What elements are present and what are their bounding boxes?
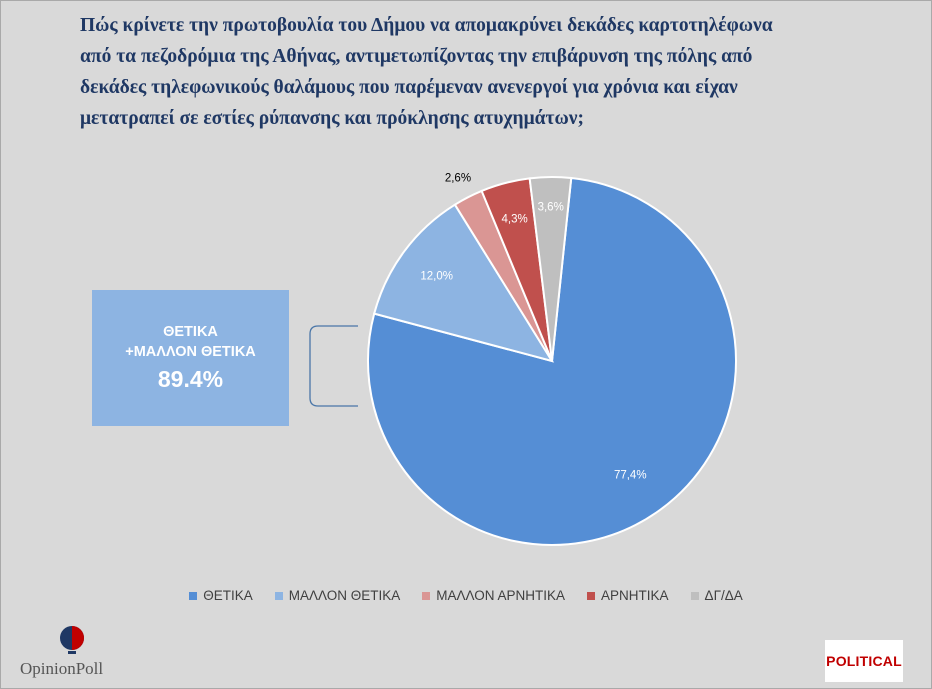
pie-data-label: 77,4% <box>614 470 647 482</box>
legend-label: ΑΡΝΗΤΙΚΑ <box>601 588 669 603</box>
pie-slice <box>372 203 555 363</box>
legend-label: ΔΓ/ΔΑ <box>704 588 743 603</box>
callout-bracket <box>309 325 358 407</box>
political-logo-text: POLITICAL <box>826 653 902 669</box>
opinionpoll-logo: OpinionPoll <box>14 624 114 680</box>
legend-swatch <box>587 591 596 600</box>
legend-label: ΘΕΤΙΚΑ <box>203 588 253 603</box>
pie-data-label: 3,6% <box>538 201 564 213</box>
legend-item: ΜΑΛΛΟΝ ΑΡΝΗΤΙΚΑ <box>422 588 565 603</box>
legend-label: ΜΑΛΛΟΝ ΑΡΝΗΤΙΚΑ <box>436 588 566 603</box>
legend-swatch <box>189 591 198 600</box>
title-line: από τα πεζοδρόμια της Αθήνας, αντιμετωπί… <box>80 46 753 67</box>
title-line: δεκάδες τηλεφωνικούς θαλάμους που παρέμε… <box>80 77 738 98</box>
callout-value: 89.4% <box>157 366 224 392</box>
chart-legend: ΘΕΤΙΚΑ ΜΑΛΛΟΝ ΘΕΤΙΚΑ ΜΑΛΛΟΝ ΑΡΝΗΤΙΚΑ ΑΡΝΗΤΙ… <box>0 588 932 603</box>
legend-item: ΘΕΤΙΚΑ <box>189 588 253 603</box>
legend-item: ΔΓ/ΔΑ <box>690 588 743 603</box>
title-line: μετατραπεί σε εστίες ρύπανσης και πρόκλη… <box>80 108 584 129</box>
opinionpoll-logo-icon <box>60 626 84 654</box>
legend-item: ΑΡΝΗΤΙΚΑ <box>587 588 669 603</box>
callout-line1: ΘΕΤΙΚΑ <box>163 324 218 340</box>
pie-slice <box>528 176 573 362</box>
opinionpoll-logo-text: OpinionPoll <box>20 659 104 678</box>
political-logo: POLITICAL <box>825 640 903 682</box>
legend-item: ΜΑΛΛΟΝ ΘΕΤΙΚΑ <box>274 588 401 603</box>
callout-line2: +ΜΑΛΛΟΝ ΘΕΤΙΚΑ <box>125 344 256 360</box>
legend-swatch <box>274 591 283 600</box>
title-line: Πώς κρίνετε την πρωτοβουλία του Δήμου να… <box>80 15 773 36</box>
legend-swatch <box>690 591 699 600</box>
chart-title: Πώς κρίνετε την πρωτοβουλία του Δήμου να… <box>80 10 880 134</box>
summary-callout: ΘΕΤΙΚΑ +ΜΑΛΛΟΝ ΘΕΤΙΚΑ 89.4% <box>92 290 289 426</box>
pie-data-label: 4,3% <box>501 214 527 226</box>
pie-data-label: 2,6% <box>445 173 471 185</box>
legend-swatch <box>422 591 431 600</box>
pie-data-label: 12,0% <box>420 271 453 283</box>
legend-label: ΜΑΛΛΟΝ ΘΕΤΙΚΑ <box>288 588 401 603</box>
